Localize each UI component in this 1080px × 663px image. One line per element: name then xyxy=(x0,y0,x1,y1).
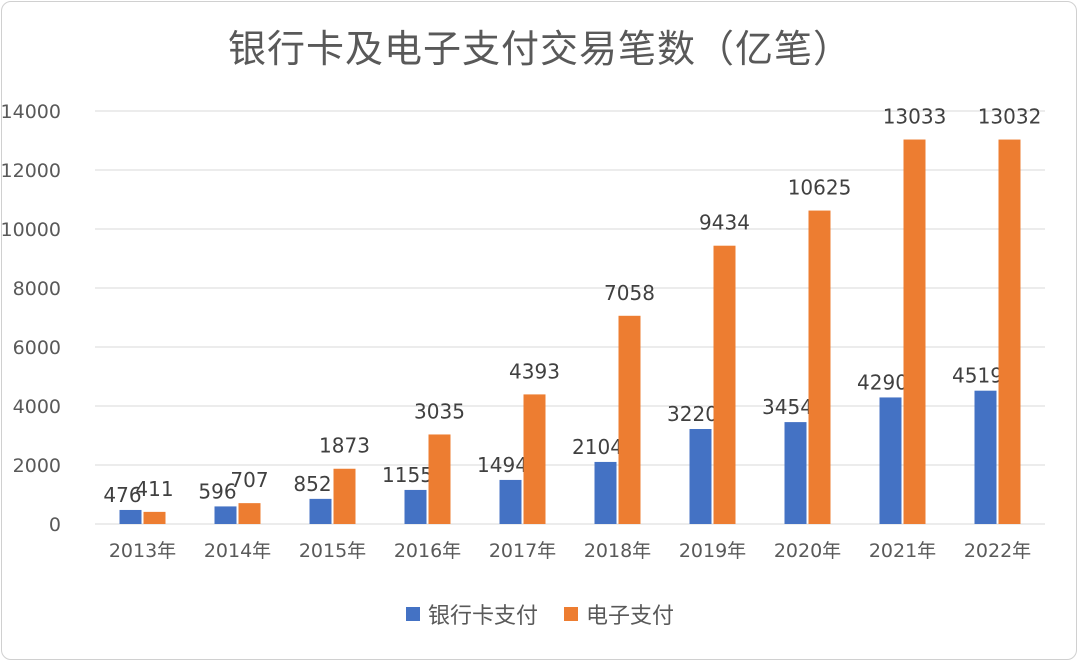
bar xyxy=(309,498,332,524)
y-tick-label: 14000 xyxy=(1,101,61,123)
y-tick-label: 0 xyxy=(49,514,61,536)
bar xyxy=(689,429,712,524)
data-label: 9434 xyxy=(699,211,750,235)
bar xyxy=(119,509,142,524)
y-tick-label: 12000 xyxy=(1,160,61,182)
data-label: 3220 xyxy=(667,402,718,426)
y-tick-label: 8000 xyxy=(13,278,61,300)
legend-label-electronic: 电子支付 xyxy=(586,604,675,629)
bar xyxy=(143,511,166,524)
data-label: 476 xyxy=(103,483,141,507)
bar xyxy=(879,397,902,524)
x-tick-label: 2017年 xyxy=(489,540,556,562)
data-label: 7058 xyxy=(604,281,655,305)
data-label: 13033 xyxy=(883,105,947,129)
x-tick-label: 2018年 xyxy=(584,540,651,562)
data-label: 707 xyxy=(230,468,268,492)
bar xyxy=(333,468,356,524)
data-label: 596 xyxy=(198,479,236,503)
data-label: 2104 xyxy=(572,435,623,459)
y-tick-label: 10000 xyxy=(1,219,61,241)
bar xyxy=(998,139,1021,524)
bar xyxy=(808,210,831,524)
data-label: 13032 xyxy=(978,105,1042,129)
bar xyxy=(523,394,546,524)
data-label: 1494 xyxy=(477,453,528,477)
bar xyxy=(784,422,807,524)
x-tick-label: 2013年 xyxy=(109,540,176,562)
bar xyxy=(238,503,261,524)
x-tick-label: 2022年 xyxy=(964,540,1031,562)
data-label: 3454 xyxy=(762,395,813,419)
x-tick-label: 2015年 xyxy=(299,540,366,562)
data-label: 852 xyxy=(293,472,331,496)
bar xyxy=(594,461,617,524)
y-tick-label: 2000 xyxy=(13,455,61,477)
x-tick-label: 2014年 xyxy=(204,540,271,562)
y-tick-label: 6000 xyxy=(13,337,61,359)
data-label: 1873 xyxy=(319,434,370,458)
bar xyxy=(713,245,736,524)
bar xyxy=(428,434,451,524)
legend-swatch-electronic xyxy=(564,607,578,621)
legend-item-bank-card: 银行卡支付 xyxy=(405,598,538,630)
y-tick-label: 4000 xyxy=(13,396,61,418)
bar xyxy=(618,315,641,524)
bar xyxy=(404,489,427,524)
x-tick-label: 2016年 xyxy=(394,540,461,562)
data-label: 4290 xyxy=(857,370,908,394)
x-tick-label: 2021年 xyxy=(869,540,936,562)
legend-item-electronic: 电子支付 xyxy=(564,598,674,630)
data-label: 1155 xyxy=(382,463,433,487)
bar xyxy=(903,139,926,525)
data-label: 4519 xyxy=(952,364,1003,388)
data-label: 3035 xyxy=(414,399,465,423)
bar xyxy=(499,479,522,524)
bar xyxy=(974,390,997,524)
data-label: 10625 xyxy=(788,176,852,200)
chart-title: 银行卡及电子支付交易笔数（亿笔） xyxy=(227,27,852,71)
data-label: 411 xyxy=(135,477,173,501)
data-label: 4393 xyxy=(509,359,560,383)
x-tick-label: 2020年 xyxy=(774,540,841,562)
bar xyxy=(214,506,237,524)
x-tick-label: 2019年 xyxy=(679,540,746,562)
legend-swatch-bank-card xyxy=(405,607,420,621)
legend: 银行卡支付 电子支付 xyxy=(0,598,1080,630)
legend-label-bank-card: 银行卡支付 xyxy=(427,604,538,629)
